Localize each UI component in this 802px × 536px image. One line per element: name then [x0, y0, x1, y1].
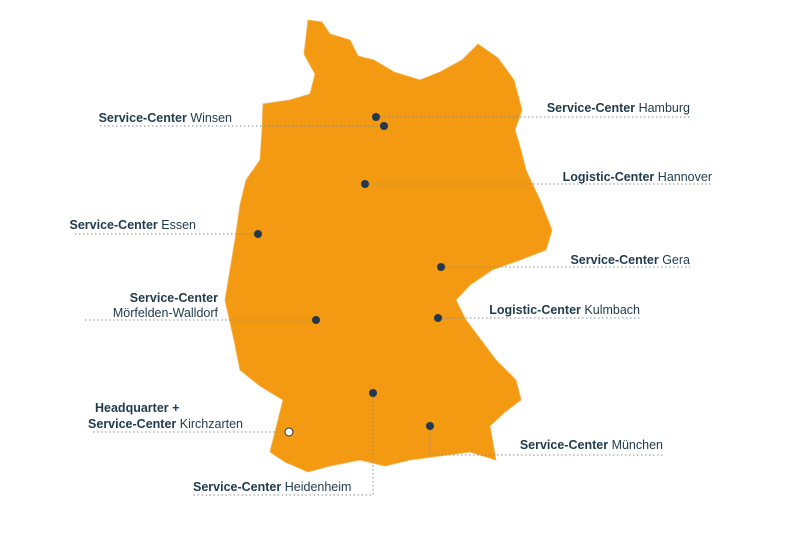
location-city: Gera — [662, 253, 690, 267]
location-type: Logistic-Center — [489, 303, 581, 317]
location-type: Service-Center — [547, 101, 635, 115]
location-label: Logistic-Center Hannover — [563, 170, 712, 184]
location-label: Logistic-Center Kulmbach — [489, 303, 640, 317]
location-dot — [426, 422, 434, 430]
location-label: Service-Center Heidenheim — [193, 480, 351, 494]
location-dots — [254, 113, 445, 437]
location-dot — [380, 122, 388, 130]
location-type: Service-Center — [130, 291, 218, 305]
location-prefix: Headquarter + — [95, 401, 179, 415]
location-dot — [369, 389, 377, 397]
location-city: Heidenheim — [285, 480, 352, 494]
location-dot — [254, 230, 262, 238]
location-label: Service-Center Essen — [70, 218, 197, 232]
location-label: Service-Center Gera — [570, 253, 690, 267]
location-type: Service-Center — [193, 480, 281, 494]
location-city: Hannover — [658, 170, 712, 184]
location-city: Hamburg — [639, 101, 690, 115]
location-city: Mörfelden-Walldorf — [113, 306, 219, 320]
leader-line — [429, 426, 665, 456]
location-dot — [312, 316, 320, 324]
location-type: Service-Center — [99, 111, 187, 125]
location-dot — [361, 180, 369, 188]
location-dot — [434, 314, 442, 322]
location-label: Service-Center Winsen — [99, 111, 232, 125]
location-city: Winsen — [190, 111, 232, 125]
labels: Service-Center Winsen Service-Center Ham… — [70, 101, 712, 494]
germany-shape — [224, 19, 553, 473]
headquarter-dot — [284, 427, 294, 437]
location-type: Logistic-Center — [563, 170, 655, 184]
leader-lines — [75, 116, 712, 496]
location-label: Service-Center München — [520, 438, 663, 452]
location-dot — [372, 113, 380, 121]
location-city: Kirchzarten — [180, 417, 243, 431]
location-city: Essen — [161, 218, 196, 232]
location-type: Service-Center — [70, 218, 158, 232]
location-city: Kulmbach — [584, 303, 640, 317]
location-type: Service-Center — [570, 253, 658, 267]
location-label: Service-Center Kirchzarten — [88, 417, 243, 431]
location-dot — [437, 263, 445, 271]
location-type: Service-Center — [520, 438, 608, 452]
location-label: Service-Center Hamburg — [547, 101, 690, 115]
location-city: München — [612, 438, 663, 452]
location-type: Service-Center — [88, 417, 176, 431]
